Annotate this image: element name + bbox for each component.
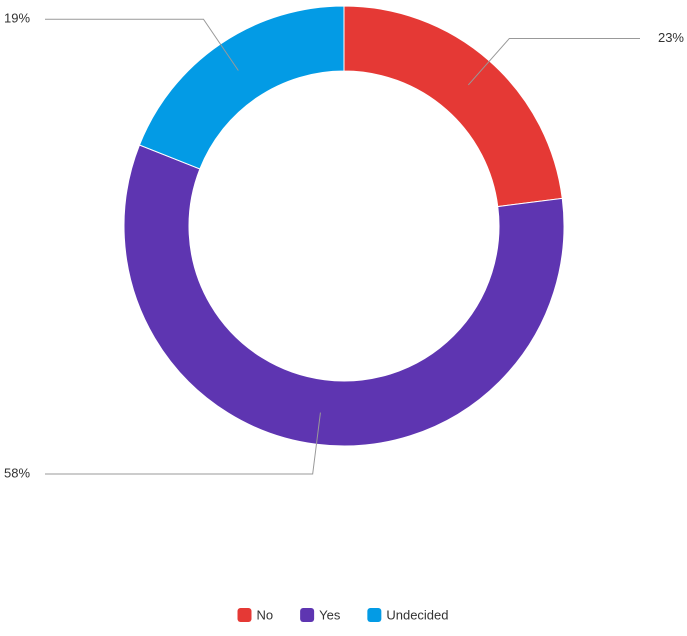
legend-swatch xyxy=(367,608,382,622)
label-line xyxy=(45,412,321,475)
donut-slice xyxy=(123,144,565,447)
legend-label: Undecided xyxy=(386,607,448,622)
legend-label: No xyxy=(257,607,274,622)
donut-slice xyxy=(138,5,345,170)
donut-slice xyxy=(343,5,563,208)
value-label: 19% xyxy=(4,11,30,26)
label-line xyxy=(467,37,640,86)
value-label: 23% xyxy=(658,30,684,45)
legend-swatch xyxy=(237,608,252,622)
label-line xyxy=(45,18,239,71)
legend-swatch xyxy=(300,608,315,622)
value-label: 58% xyxy=(4,465,30,480)
legend-label: Yes xyxy=(319,607,341,622)
